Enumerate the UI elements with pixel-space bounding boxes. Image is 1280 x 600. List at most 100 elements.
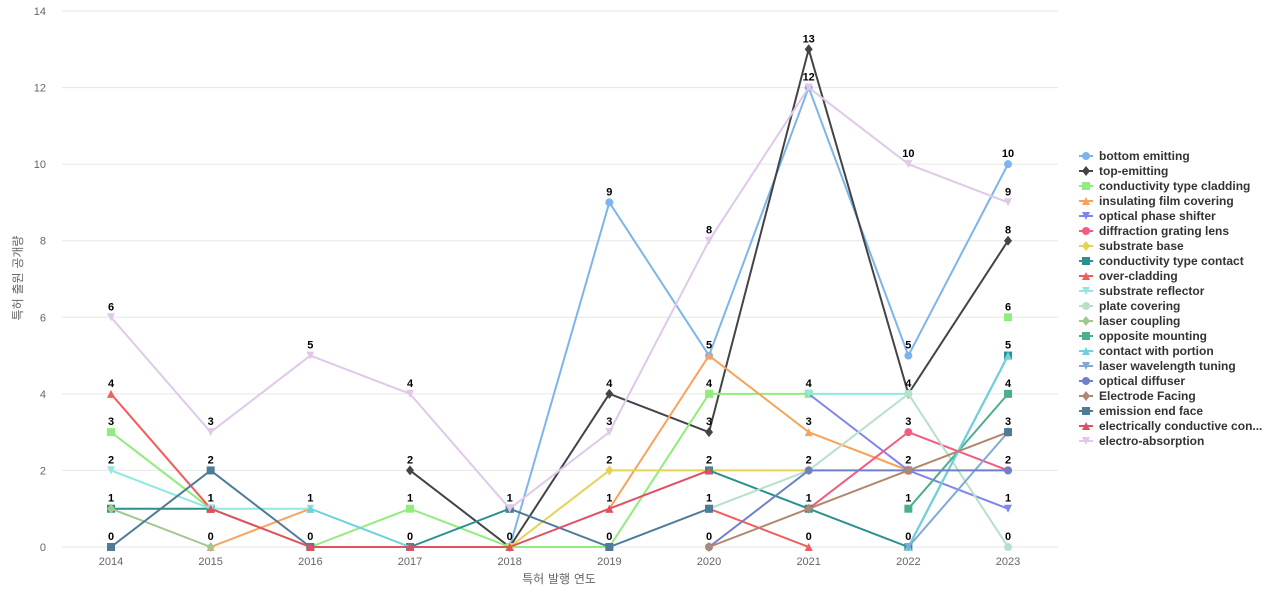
data-point xyxy=(107,503,115,514)
legend-item[interactable]: insulating film covering xyxy=(1079,194,1234,208)
legend-label: diffraction grating lens xyxy=(1099,224,1229,238)
legend-item[interactable]: plate covering xyxy=(1079,299,1180,313)
data-label: 2 xyxy=(905,454,911,466)
data-label: 3 xyxy=(1005,416,1011,428)
x-tick-label: 2022 xyxy=(896,556,920,568)
legend-marker xyxy=(1082,407,1090,415)
data-point xyxy=(804,44,813,55)
data-label: 4 xyxy=(407,378,414,390)
data-point xyxy=(1004,543,1013,551)
data-point xyxy=(605,388,614,399)
data-point xyxy=(206,542,215,552)
x-axis-ticks: 2014 2015 2016 2017 2018 2019 2020 2021 2022 2023 xyxy=(99,556,1021,568)
y-tick-label: 4 xyxy=(40,389,46,401)
legend-item[interactable]: laser coupling xyxy=(1079,314,1180,328)
data-label: 1 xyxy=(606,493,612,505)
data-point xyxy=(107,389,115,398)
data-label: 0 xyxy=(407,531,413,543)
data-label: 1 xyxy=(307,493,313,505)
series-line xyxy=(210,469,710,548)
legend-label: optical diffuser xyxy=(1099,374,1185,388)
data-label: 2 xyxy=(1005,454,1011,466)
data-point xyxy=(705,389,714,398)
legend-item[interactable]: bottom emitting xyxy=(1079,149,1190,163)
legend-label: optical phase shifter xyxy=(1099,209,1216,223)
x-tick-label: 2023 xyxy=(996,556,1020,568)
data-label: 0 xyxy=(706,531,712,543)
legend-item[interactable]: optical phase shifter xyxy=(1079,209,1216,223)
y-tick-label: 10 xyxy=(34,159,46,171)
legend-label: substrate base xyxy=(1099,239,1184,253)
legend-marker xyxy=(1082,316,1090,326)
legend-item[interactable]: opposite mounting xyxy=(1079,329,1207,343)
data-label: 4 xyxy=(108,378,115,390)
data-point xyxy=(705,542,714,552)
data-label: 3 xyxy=(108,416,114,428)
series-14 xyxy=(904,428,1013,551)
data-label: 3 xyxy=(208,416,214,428)
legend-item[interactable]: conductivity type cladding xyxy=(1079,179,1250,193)
y-tick-label: 0 xyxy=(40,542,46,554)
data-label: 10 xyxy=(902,148,914,160)
data-point xyxy=(406,504,415,513)
legend-item[interactable]: electro-absorption xyxy=(1079,434,1204,448)
legend-marker xyxy=(1082,182,1090,190)
legend-label: conductivity type cladding xyxy=(1099,179,1250,193)
data-point xyxy=(705,236,714,245)
legend-item[interactable]: diffraction grating lens xyxy=(1079,224,1229,238)
legend-item[interactable]: substrate base xyxy=(1079,239,1184,253)
legend-marker xyxy=(1082,272,1090,280)
legend-item[interactable]: conductivity type contact xyxy=(1079,254,1244,268)
data-label: 0 xyxy=(1005,531,1011,543)
data-label: 9 xyxy=(1005,186,1011,198)
data-label: 1 xyxy=(507,493,513,505)
legend-label: Electrode Facing xyxy=(1099,389,1196,403)
data-label: 1 xyxy=(407,493,413,505)
legend-item[interactable]: contact with portion xyxy=(1079,344,1214,358)
data-label: 4 xyxy=(1005,378,1012,390)
data-label: 1 xyxy=(905,493,911,505)
data-label: 8 xyxy=(1005,225,1011,237)
series-line xyxy=(608,354,909,510)
legend-item[interactable]: electrically conductive con... xyxy=(1079,419,1262,433)
data-label: 4 xyxy=(806,378,813,390)
data-point xyxy=(1004,428,1013,437)
data-point xyxy=(306,504,315,513)
series-line xyxy=(309,507,411,548)
data-label: 2 xyxy=(706,454,712,466)
legend-item[interactable]: laser wavelength tuning xyxy=(1079,359,1236,373)
x-tick-label: 2020 xyxy=(697,556,721,568)
data-point xyxy=(1004,351,1013,360)
legend-item[interactable]: top-emitting xyxy=(1079,164,1168,178)
legend-label: plate covering xyxy=(1099,299,1180,313)
data-point xyxy=(705,427,714,438)
legend-marker xyxy=(1082,152,1090,160)
data-point xyxy=(904,389,913,398)
data-point xyxy=(904,504,913,513)
data-label: 1 xyxy=(806,493,812,505)
data-point xyxy=(605,198,614,207)
legend-marker xyxy=(1082,347,1090,355)
data-point xyxy=(705,466,714,475)
data-label: 1 xyxy=(108,493,114,505)
data-label: 3 xyxy=(706,416,712,428)
legend-marker xyxy=(1082,212,1090,220)
x-tick-label: 2016 xyxy=(298,556,322,568)
legend-item[interactable]: optical diffuser xyxy=(1079,374,1185,388)
data-label: 0 xyxy=(806,531,812,543)
series-18 xyxy=(206,466,714,551)
legend-item[interactable]: substrate reflector xyxy=(1079,284,1205,298)
series-line xyxy=(907,431,1009,548)
series-line xyxy=(708,431,1009,548)
y-tick-label: 8 xyxy=(40,236,46,248)
data-label: 12 xyxy=(803,72,815,84)
x-tick-label: 2019 xyxy=(597,556,621,568)
legend-item[interactable]: over-cladding xyxy=(1079,269,1178,283)
data-point xyxy=(306,351,315,360)
legend-item[interactable]: Electrode Facing xyxy=(1079,389,1196,403)
legend-item[interactable]: emission end face xyxy=(1079,404,1203,418)
data-label: 5 xyxy=(905,340,911,352)
legend-label: bottom emitting xyxy=(1099,149,1190,163)
